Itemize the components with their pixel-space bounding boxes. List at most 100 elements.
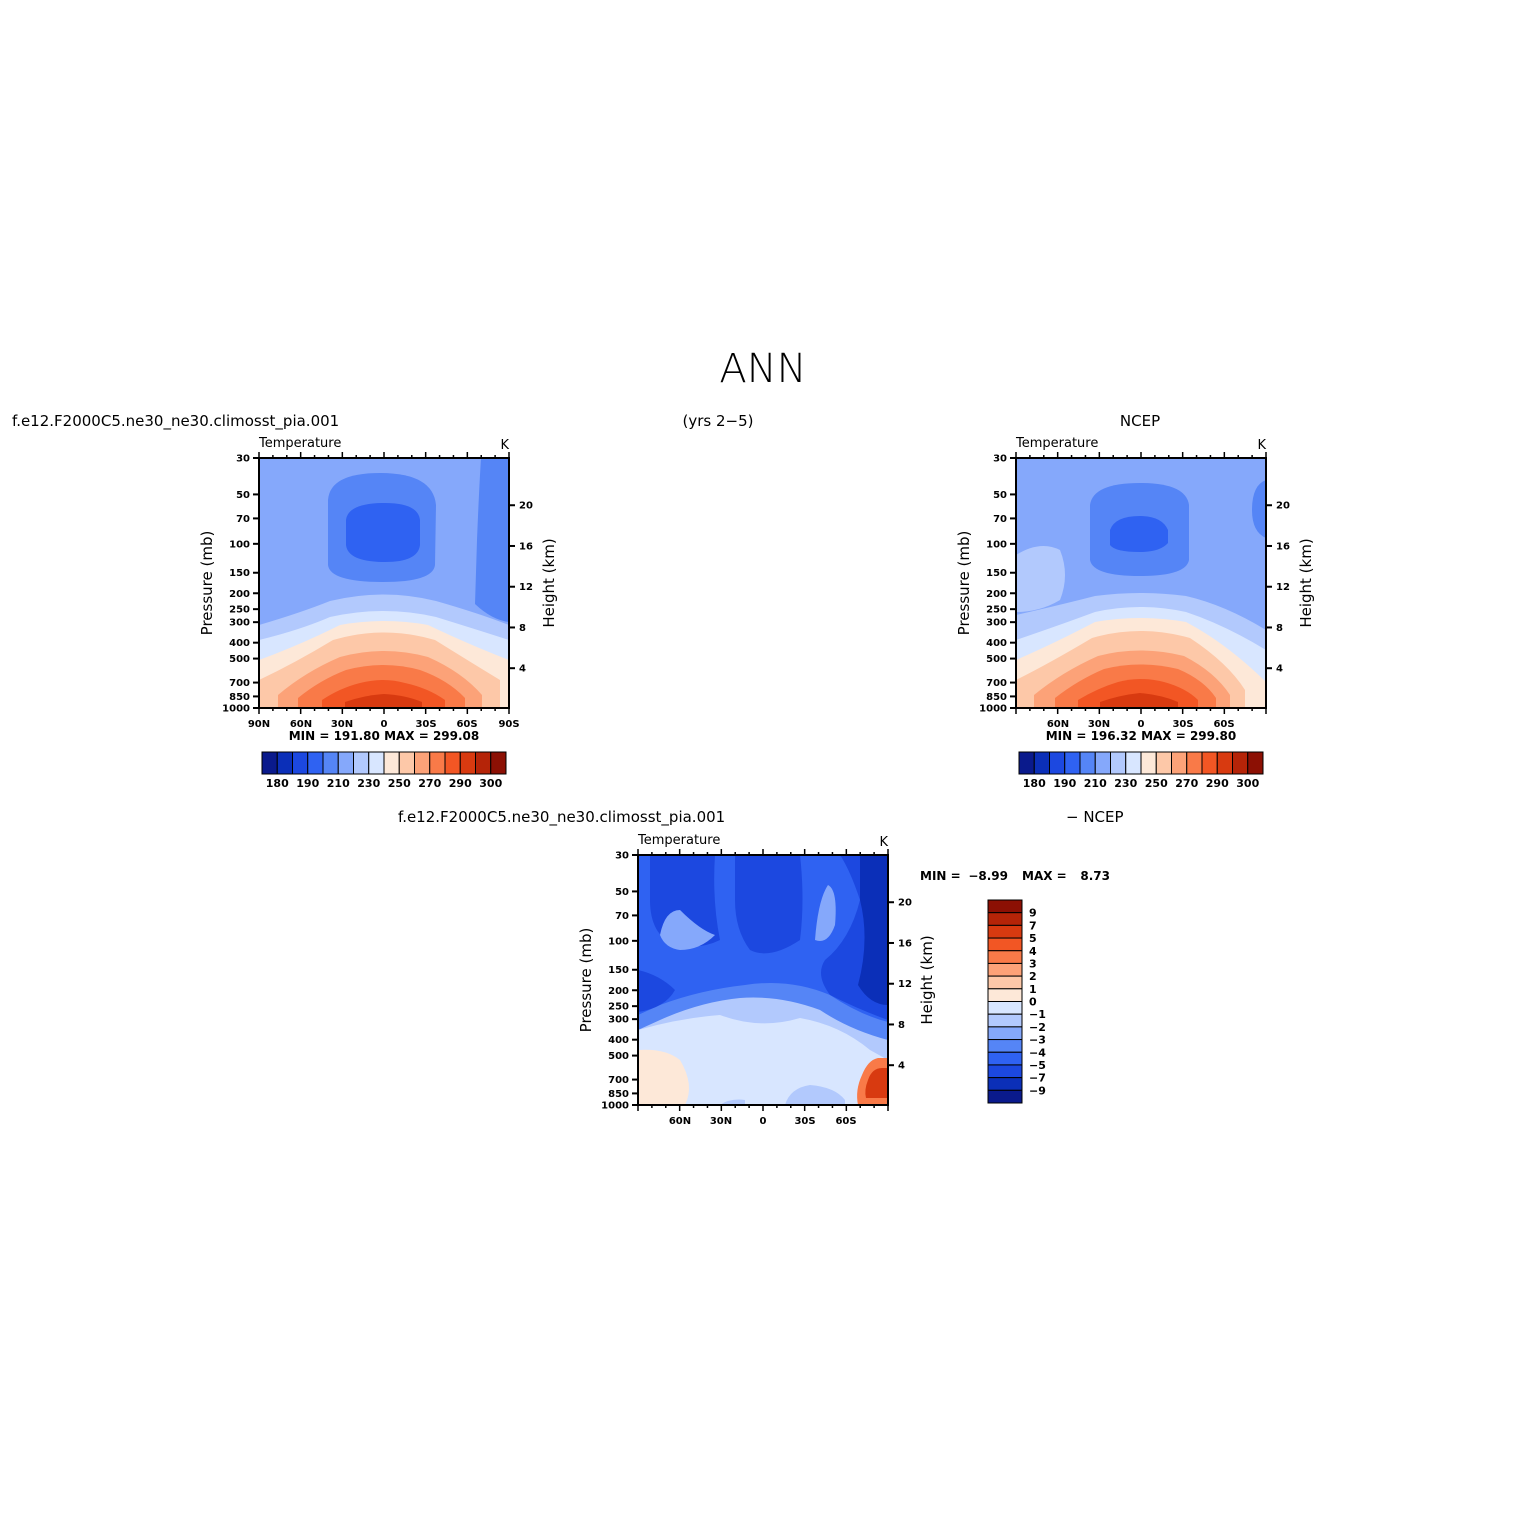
height-tick-label: 16 [898, 938, 912, 949]
colorbar-label: 3 [1029, 957, 1037, 970]
colorbar-obs: 180 190 210 230 250 270 290 300 [1018, 751, 1264, 790]
colorbar-label: 5 [1029, 932, 1037, 945]
colorbar-swatch [337, 751, 354, 775]
y-tick-label: 100 [229, 539, 250, 550]
colorbar-label: 4 [1029, 945, 1037, 958]
colorbar-swatch [490, 751, 507, 775]
colorbar-swatch [1171, 751, 1188, 775]
y-tick-label: 850 [986, 692, 1007, 703]
panel-obs-units: K [1257, 438, 1266, 453]
panel-difference-max-value: 8.73 [1080, 869, 1110, 883]
y-tick-label: 700 [986, 678, 1007, 689]
field-band-neg9 [858, 855, 888, 1005]
panel-model-x-axis: 90N 60N 30N 0 30S 60S 90S [248, 719, 520, 730]
colorbar-swatch [1201, 751, 1218, 775]
y-tick-label: 100 [986, 539, 1007, 550]
x-tick-label: 60N [290, 719, 312, 730]
height-tick-label: 4 [898, 1061, 905, 1072]
panel-model: f.e12.F2000C5.ne30_ne30.climosst_pia.001… [12, 412, 754, 743]
field-band-cold-core [346, 503, 420, 562]
colorbar-swatch [987, 975, 1023, 990]
colorbar-swatch [459, 751, 476, 775]
height-tick-label: 8 [1276, 623, 1283, 634]
panel-model-units: K [500, 438, 509, 453]
panel-model-variable-label: Temperature [258, 436, 341, 451]
colorbar-label: −4 [1029, 1046, 1046, 1059]
y-tick-label: 1000 [601, 1101, 629, 1112]
y-tick-label: 400 [608, 1035, 629, 1046]
panel-difference-min-value: −8.99 [968, 869, 1008, 883]
colorbar-label: 1 [1029, 983, 1037, 996]
colorbar-swatch [307, 751, 324, 775]
y-tick-label: 300 [986, 618, 1007, 629]
x-tick-label: 60S [835, 1116, 856, 1127]
colorbar-label: 180 [1023, 777, 1046, 790]
colorbar-swatch [987, 1077, 1023, 1091]
height-tick-label: 4 [519, 664, 526, 675]
colorbar-label: 300 [1236, 777, 1259, 790]
y-tick-label: 30 [615, 851, 629, 862]
colorbar-swatch [987, 1013, 1023, 1028]
x-tick-label: 90S [498, 719, 519, 730]
panel-obs-stats: MIN = 196.32 MAX = 299.80 [1046, 729, 1237, 743]
field-band-neg7 [638, 855, 888, 1020]
colorbar-swatch [987, 1039, 1023, 1053]
colorbar-swatch [322, 751, 339, 775]
y-tick-label: 200 [986, 589, 1007, 600]
x-tick-label: 30S [794, 1116, 815, 1127]
field-band-cold-core [1110, 516, 1168, 552]
y-tick-label: 30 [993, 454, 1007, 465]
colorbar-swatch [987, 924, 1023, 939]
height-tick-label: 16 [1276, 541, 1290, 552]
colorbar-label: 230 [1114, 777, 1137, 790]
colorbar-swatch [987, 988, 1023, 1002]
colorbar-swatch [987, 1089, 1023, 1104]
y-tick-label: 100 [608, 936, 629, 947]
x-tick-label: 0 [1138, 719, 1145, 730]
panel-model-right-title: (yrs 2−5) [683, 412, 754, 430]
y-tick-label: 300 [608, 1015, 629, 1026]
y-tick-label: 700 [229, 678, 250, 689]
y-tick-label: 70 [615, 911, 629, 922]
field-band-polar-cold [475, 458, 509, 622]
colorbar-swatch [987, 950, 1023, 964]
y-tick-label: 300 [229, 618, 250, 629]
panel-obs-variable-label: Temperature [1015, 436, 1098, 451]
colorbar-label: −9 [1029, 1084, 1046, 1097]
height-tick-label: 8 [519, 623, 526, 634]
colorbar-label: −2 [1029, 1021, 1046, 1034]
colorbar-swatch [1140, 751, 1157, 775]
y-tick-label: 250 [229, 605, 250, 616]
axis-ticks: 3050701001502002503004005007008501000481… [222, 452, 1290, 1112]
colorbar-label: 290 [1206, 777, 1229, 790]
colorbar-label: 210 [1084, 777, 1107, 790]
y-tick-label: 200 [608, 986, 629, 997]
height-tick-label: 16 [519, 541, 533, 552]
colorbar-label: 250 [388, 777, 411, 790]
colorbar-label: −7 [1029, 1072, 1046, 1085]
colorbar-swatch [1155, 751, 1172, 775]
colorbar-swatch [444, 751, 461, 775]
panel-obs-right-title: NCEP [1120, 412, 1160, 430]
y-tick-label: 150 [608, 965, 629, 976]
colorbar-swatch [429, 751, 446, 775]
colorbar-label: 250 [1145, 777, 1168, 790]
y-tick-label: 150 [229, 568, 250, 579]
colorbar-label: 190 [1053, 777, 1076, 790]
height-tick-label: 12 [1276, 582, 1290, 593]
panel-model-stats: MIN = 191.80 MAX = 299.08 [289, 729, 480, 743]
colorbar-swatch [1186, 751, 1203, 775]
x-tick-label: 30N [331, 719, 353, 730]
colorbar-swatch [1079, 751, 1096, 775]
colorbar-swatch [987, 899, 1023, 914]
height-tick-label: 12 [519, 582, 533, 593]
y-tick-label: 400 [986, 638, 1007, 649]
x-tick-label: 90N [248, 719, 270, 730]
colorbar-label: 290 [449, 777, 472, 790]
y-tick-label: 400 [229, 638, 250, 649]
field-band-weak-neg-patch-2 [815, 885, 836, 941]
colorbar-swatch [292, 751, 309, 775]
colorbar-swatch [987, 937, 1023, 952]
panel-model-ylabel-right: Height (km) [540, 538, 558, 627]
